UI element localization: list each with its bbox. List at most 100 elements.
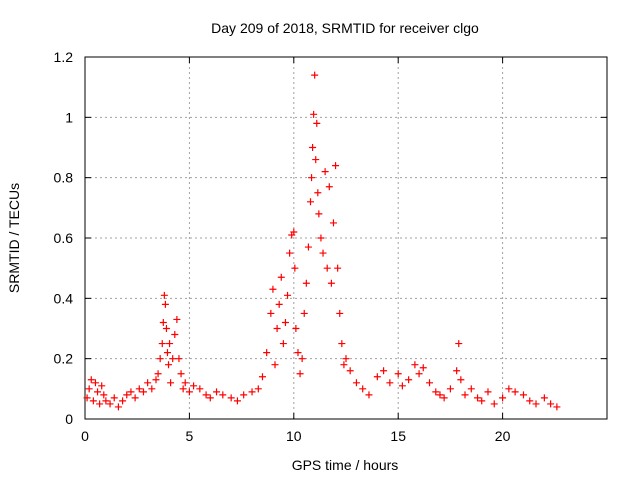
data-point: [185, 388, 193, 396]
data-point: [336, 309, 344, 317]
data-point: [484, 388, 492, 396]
data-point: [162, 325, 170, 332]
data-point: [158, 340, 166, 348]
data-point: [173, 315, 181, 323]
data-point: [419, 364, 427, 372]
data-point: [96, 400, 104, 408]
y-tick-label: 0.4: [54, 290, 74, 306]
data-point: [196, 385, 204, 393]
data-point: [100, 391, 108, 399]
data-point: [405, 376, 413, 384]
data-point: [123, 391, 131, 399]
y-axis-label: SRMTID / TECUs: [6, 183, 22, 293]
data-point: [323, 264, 331, 272]
data-point: [281, 318, 289, 326]
data-point: [342, 355, 350, 363]
data-point: [213, 388, 221, 396]
y-tick-label: 0.8: [54, 170, 74, 186]
data-points: [83, 71, 561, 411]
data-point: [240, 391, 248, 399]
data-point: [119, 397, 127, 405]
data-point: [263, 349, 271, 357]
data-point: [98, 382, 106, 390]
data-point: [179, 385, 187, 393]
data-point: [519, 391, 527, 399]
data-point: [267, 309, 275, 317]
data-point: [505, 385, 513, 393]
data-point: [332, 162, 340, 170]
data-point: [85, 385, 93, 393]
data-point: [300, 309, 308, 317]
data-point: [432, 388, 440, 396]
data-point: [426, 379, 434, 387]
data-point: [352, 379, 360, 387]
data-point: [309, 144, 317, 151]
data-point: [312, 156, 320, 164]
data-point: [127, 388, 135, 396]
data-point: [511, 388, 519, 396]
y-tick-label: 0: [65, 411, 73, 427]
x-tick-label: 20: [495, 428, 511, 444]
axis-ticks: 0 0.2 0.4 0.6 0.8 1 1.2 0 5 10 15 20: [54, 49, 607, 444]
data-point: [540, 394, 548, 402]
y-tick-label: 0.2: [54, 351, 74, 367]
data-point: [135, 385, 143, 393]
data-point: [202, 391, 210, 399]
x-axis-label: GPS time / hours: [292, 457, 399, 473]
y-tick-label: 1.2: [54, 49, 74, 65]
y-tick-label: 1: [65, 109, 73, 125]
data-point: [110, 394, 118, 402]
data-point: [310, 110, 318, 118]
data-point: [308, 174, 316, 182]
data-point: [302, 279, 310, 287]
data-point: [319, 249, 327, 257]
data-point: [219, 391, 227, 399]
data-point: [114, 403, 122, 411]
data-point: [291, 264, 299, 272]
data-point: [304, 243, 312, 251]
data-point: [313, 119, 321, 127]
data-point: [206, 394, 214, 402]
data-point: [286, 249, 294, 257]
data-point: [167, 379, 175, 387]
x-tick-label: 0: [81, 428, 89, 444]
data-point: [398, 382, 406, 390]
data-point: [490, 400, 498, 408]
x-tick-label: 5: [186, 428, 194, 444]
data-point: [163, 349, 171, 357]
data-point: [321, 168, 329, 176]
data-point: [175, 355, 183, 363]
data-point: [171, 331, 179, 339]
data-point: [298, 355, 306, 363]
data-point: [165, 361, 173, 369]
data-point: [269, 285, 277, 293]
data-point: [144, 379, 152, 387]
data-point: [154, 370, 162, 378]
x-tick-label: 15: [390, 428, 406, 444]
data-point: [166, 340, 174, 348]
data-point: [373, 373, 381, 381]
data-point: [258, 373, 266, 381]
grid-lines: [85, 57, 607, 419]
data-point: [161, 300, 169, 308]
data-point: [329, 219, 337, 227]
data-point: [227, 394, 235, 402]
data-point: [139, 388, 147, 396]
data-point: [411, 361, 419, 369]
data-point: [248, 388, 256, 396]
data-point: [325, 183, 333, 191]
data-point: [277, 273, 285, 281]
data-point: [190, 382, 198, 390]
data-point: [478, 397, 486, 405]
data-point: [461, 391, 469, 399]
data-point: [311, 71, 319, 79]
data-point: [271, 361, 279, 369]
data-point: [380, 367, 388, 375]
data-point: [87, 376, 95, 384]
data-point: [91, 379, 99, 387]
data-point: [446, 385, 454, 393]
data-point: [327, 279, 335, 287]
data-point: [102, 397, 110, 405]
data-point: [284, 291, 292, 299]
data-point: [547, 400, 555, 408]
